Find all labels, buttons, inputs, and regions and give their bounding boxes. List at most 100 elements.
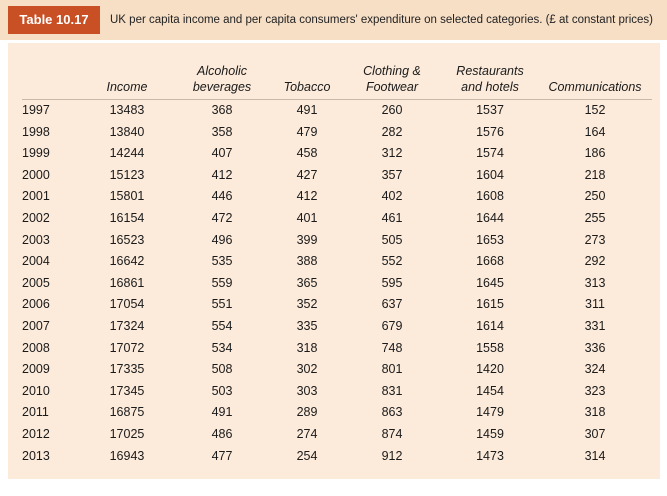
- cell-clothing: 505: [381, 232, 403, 247]
- cell-communications: 186: [584, 146, 606, 161]
- cell-income: 13483: [109, 103, 145, 117]
- cell-restaurants: 1420: [476, 362, 504, 377]
- cell-income: 16154: [109, 210, 145, 225]
- cell-year: 2000: [22, 167, 50, 182]
- cell-income: 16523: [109, 232, 145, 247]
- cell-communications: 164: [584, 124, 606, 139]
- cell-year: 2004: [22, 254, 50, 269]
- cell-clothing: 831: [381, 383, 403, 398]
- cell-tobacco: 274: [296, 426, 318, 441]
- cell-clothing: 260: [381, 103, 403, 117]
- cell-clothing: 402: [381, 189, 403, 204]
- cell-alcohol: 496: [211, 232, 233, 247]
- table-row: 2013 16943 477 254 912 1473 314: [22, 446, 652, 468]
- col-alcohol-header: Alcoholic beverages: [172, 63, 272, 100]
- cell-alcohol: 534: [211, 340, 233, 355]
- cell-clothing: 552: [381, 254, 403, 269]
- cell-clothing: 461: [381, 210, 403, 225]
- cell-tobacco: 458: [296, 146, 318, 161]
- table-row: 2007 17324 554 335 679 1614 331: [22, 316, 652, 338]
- cell-year: 2011: [22, 405, 49, 420]
- cell-clothing: 679: [381, 318, 403, 333]
- cell-year: 2005: [22, 275, 50, 290]
- cell-year: 2010: [22, 383, 50, 398]
- cell-clothing: 748: [381, 340, 403, 355]
- cell-tobacco: 303: [296, 383, 318, 398]
- cell-tobacco: 412: [296, 189, 318, 204]
- cell-alcohol: 446: [211, 189, 233, 204]
- col-tobacco-header: Tobacco: [272, 63, 342, 100]
- cell-restaurants: 1644: [476, 210, 504, 225]
- cell-restaurants: 1479: [476, 405, 504, 420]
- table-row: 2001 15801 446 412 402 1608 250: [22, 186, 652, 208]
- cell-year: 2006: [22, 297, 50, 312]
- cell-tobacco: 352: [296, 297, 318, 312]
- col-year-header: [22, 63, 82, 100]
- cell-year: 2013: [22, 448, 50, 463]
- cell-communications: 273: [584, 232, 606, 247]
- table-row: 2010 17345 503 303 831 1454 323: [22, 381, 652, 403]
- cell-alcohol: 407: [211, 146, 233, 161]
- cell-clothing: 874: [381, 426, 403, 441]
- cell-restaurants: 1473: [476, 448, 504, 463]
- cell-restaurants: 1459: [476, 426, 504, 441]
- cell-clothing: 312: [381, 146, 403, 161]
- cell-income: 16861: [109, 275, 145, 290]
- cell-income: 17335: [109, 362, 145, 377]
- cell-tobacco: 399: [296, 232, 318, 247]
- cell-year: 1998: [22, 124, 50, 139]
- cell-income: 17345: [109, 383, 145, 398]
- cell-communications: 311: [585, 297, 605, 312]
- cell-alcohol: 491: [211, 405, 233, 420]
- cell-alcohol: 358: [211, 124, 233, 139]
- cell-tobacco: 254: [296, 448, 318, 463]
- cell-clothing: 595: [381, 275, 403, 290]
- table-row: 2005 16861 559 365 595 1645 313: [22, 273, 652, 295]
- cell-clothing: 357: [381, 167, 403, 182]
- cell-income: 14244: [109, 146, 145, 161]
- cell-communications: 218: [584, 167, 606, 182]
- cell-alcohol: 486: [211, 426, 233, 441]
- table-row: 2000 15123 412 427 357 1604 218: [22, 165, 652, 187]
- cell-income: 17025: [109, 426, 145, 441]
- cell-communications: 255: [584, 210, 606, 225]
- cell-tobacco: 289: [296, 405, 318, 420]
- cell-income: 17054: [109, 297, 145, 312]
- cell-income: 15123: [109, 167, 145, 182]
- cell-year: 2003: [22, 232, 50, 247]
- cell-restaurants: 1604: [476, 167, 504, 182]
- cell-income: 17324: [109, 318, 145, 333]
- cell-alcohol: 368: [211, 103, 233, 117]
- table-header-bar: Table 10.17 UK per capita income and per…: [0, 0, 667, 40]
- cell-clothing: 637: [381, 297, 403, 312]
- cell-communications: 324: [584, 362, 606, 377]
- cell-alcohol: 477: [211, 448, 233, 463]
- cell-year: 1997: [22, 103, 50, 117]
- cell-year: 2002: [22, 210, 50, 225]
- cell-tobacco: 365: [296, 275, 318, 290]
- col-clothing-header: Clothing & Footwear: [342, 63, 442, 100]
- table-caption: UK per capita income and per capita cons…: [110, 14, 653, 26]
- table-body: 1997 13483 368 491 260 1537 152 1998 13840 358 479…: [22, 100, 652, 468]
- cell-communications: 313: [584, 275, 606, 290]
- cell-income: 16943: [109, 448, 145, 463]
- cell-communications: 323: [584, 383, 606, 398]
- table-row: 2003 16523 496 399 505 1653 273: [22, 230, 652, 252]
- table-panel: Income Alcoholic beverages Tobacco Clothi…: [8, 43, 660, 479]
- table-row: 2011 16875 491 289 863 1479 318: [22, 402, 652, 424]
- cell-clothing: 863: [381, 405, 403, 420]
- cell-communications: 292: [584, 254, 606, 269]
- cell-restaurants: 1614: [476, 318, 504, 333]
- table-row: 1997 13483 368 491 260 1537 152: [22, 100, 652, 122]
- cell-income: 17072: [109, 340, 145, 355]
- cell-income: 16875: [109, 405, 145, 420]
- cell-alcohol: 551: [211, 297, 233, 312]
- col-restaurants-header: Restaurants and hotels: [442, 63, 538, 100]
- cell-alcohol: 508: [211, 362, 233, 377]
- cell-year: 2001: [22, 189, 50, 204]
- cell-communications: 307: [584, 426, 606, 441]
- cell-alcohol: 472: [211, 210, 233, 225]
- table-row: 1998 13840 358 479 282 1576 164: [22, 122, 652, 144]
- cell-communications: 314: [584, 448, 606, 463]
- cell-tobacco: 318: [296, 340, 318, 355]
